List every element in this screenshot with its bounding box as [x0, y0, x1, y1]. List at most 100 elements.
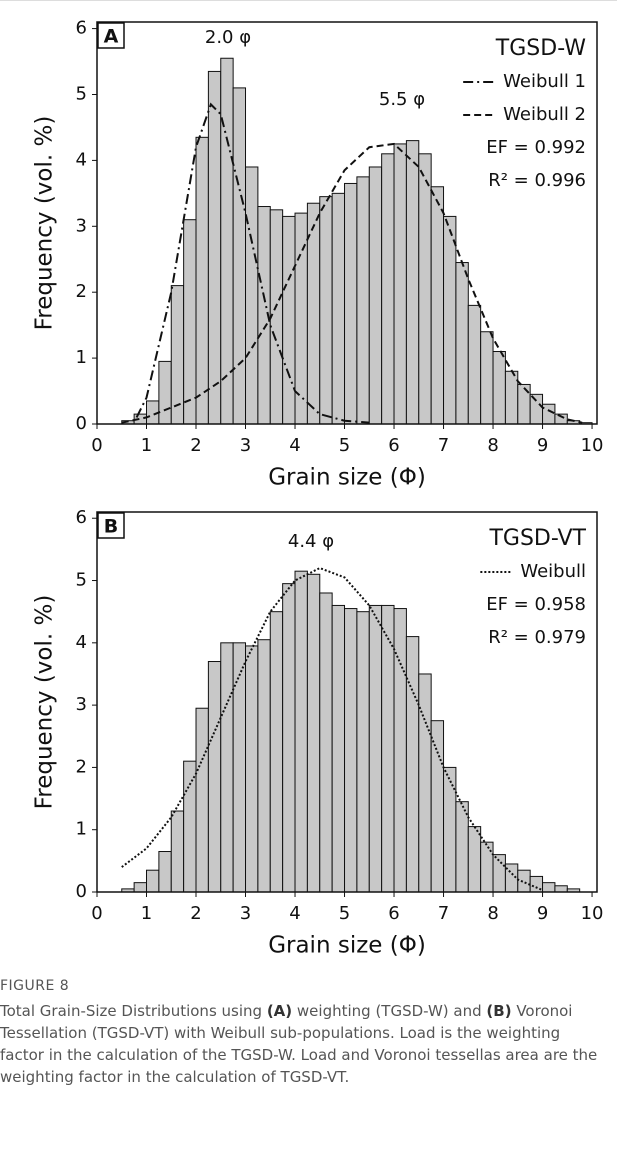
legend-label: Weibull 2 [503, 104, 586, 125]
y-tick-label: 5 [76, 570, 87, 591]
bar [195, 707, 209, 893]
fit-stat: R² = 0.996 [488, 170, 586, 191]
y-tick-label: 4 [76, 632, 87, 653]
bar [282, 583, 296, 893]
fit-stat: R² = 0.979 [488, 627, 586, 648]
bar [170, 810, 185, 893]
y-tick-label: 2 [76, 281, 87, 302]
bar [257, 639, 271, 893]
legend-label: Weibull [520, 561, 586, 582]
caption-part: weighting (TGSD-W) and [292, 1002, 487, 1020]
fit-stat: EF = 0.958 [486, 594, 586, 615]
bar [170, 285, 185, 425]
bar [269, 611, 284, 893]
fit-stat: EF = 0.992 [486, 137, 586, 158]
y-tick-label: 6 [76, 18, 87, 39]
bar [158, 851, 172, 893]
x-tick-label: 2 [190, 903, 201, 924]
y-axis-label: Frequency (vol. %) [32, 116, 58, 331]
x-tick-label: 8 [487, 903, 498, 924]
legend-title: TGSD-VT [488, 526, 586, 551]
x-tick-label: 7 [438, 435, 449, 456]
y-tick-label: 1 [76, 819, 87, 840]
y-tick-label: 5 [76, 83, 87, 104]
bar [418, 673, 432, 893]
bar [393, 608, 407, 893]
caption-text: Total Grain-Size Distributions using (A)… [0, 1000, 605, 1088]
x-tick-label: 3 [240, 435, 251, 456]
caption-part: (B) [486, 1002, 512, 1020]
peak-annotation: 4.4 φ [288, 531, 334, 552]
fit-line [121, 566, 543, 892]
bar [430, 720, 445, 893]
bar [344, 608, 358, 893]
bar [319, 196, 333, 425]
bar [282, 215, 296, 425]
bar [467, 304, 482, 425]
bar [158, 360, 172, 425]
bar [542, 403, 556, 425]
bar [232, 642, 247, 893]
y-tick-label: 0 [76, 413, 87, 434]
bar [504, 370, 519, 425]
bar [517, 869, 531, 893]
y-tick-label: 3 [76, 694, 87, 715]
bar [368, 166, 383, 425]
panel-label: B [104, 516, 118, 538]
bar [405, 140, 420, 425]
y-tick-label: 1 [76, 347, 87, 368]
bar [517, 383, 531, 425]
bar [220, 57, 234, 425]
x-tick-label: 5 [339, 903, 350, 924]
bar [195, 136, 209, 425]
x-tick-label: 7 [438, 903, 449, 924]
caption-part: Voronoi Tessellation (TGSD-VT) with Weib… [0, 1002, 598, 1086]
bar [183, 219, 197, 425]
caption: FIGURE 8 Total Grain-Size Distributions … [0, 978, 605, 1088]
bar [245, 166, 259, 425]
bar [294, 570, 308, 893]
bar [344, 182, 358, 425]
bar [381, 153, 395, 425]
caption-label: FIGURE 8 [0, 978, 70, 994]
legend-label: Weibull 1 [503, 71, 586, 92]
x-tick-label: 4 [289, 435, 300, 456]
y-tick-label: 2 [76, 756, 87, 777]
x-tick-label: 10 [581, 435, 604, 456]
bar [319, 592, 333, 893]
panel-box [97, 22, 125, 49]
x-tick-label: 6 [388, 903, 399, 924]
peak-annotation: 2.0 φ [205, 27, 251, 48]
x-tick-label: 10 [581, 903, 604, 924]
x-tick-label: 9 [537, 903, 548, 924]
y-tick-label: 4 [76, 149, 87, 170]
x-tick-label: 1 [141, 903, 152, 924]
bar [405, 636, 420, 893]
bar [146, 869, 160, 893]
fit-line [121, 142, 583, 424]
x-tick-label: 8 [487, 435, 498, 456]
bar [183, 760, 197, 893]
bar [381, 604, 395, 893]
bar [331, 604, 346, 893]
x-tick-label: 2 [190, 435, 201, 456]
y-tick-label: 6 [76, 507, 87, 528]
caption-part: (A) [266, 1002, 293, 1020]
bar [306, 573, 321, 893]
bar [480, 841, 494, 893]
x-tick-label: 6 [388, 435, 399, 456]
x-axis-label: Grain size (Φ) [268, 465, 426, 491]
caption-part: Total Grain-Size Distributions using [0, 1002, 267, 1020]
panel-label: A [104, 26, 119, 48]
panel-box [97, 512, 125, 539]
bar [554, 885, 568, 893]
fit-line [135, 102, 370, 424]
bar [245, 645, 259, 893]
x-tick-label: 0 [91, 903, 102, 924]
bar [443, 215, 457, 425]
legend-title: TGSD-W [495, 36, 586, 61]
bar [207, 70, 222, 425]
y-tick-label: 0 [76, 881, 87, 902]
x-tick-label: 5 [339, 435, 350, 456]
